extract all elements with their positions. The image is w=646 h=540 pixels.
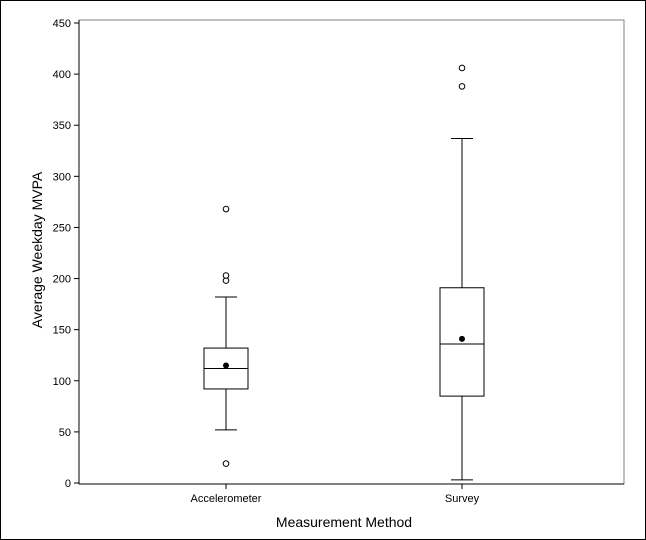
outlier-point — [222, 460, 230, 467]
y-axis-title: Average Weekday MVPA — [29, 171, 45, 328]
outlier-point — [458, 64, 466, 72]
y-tick-label: 250 — [53, 222, 71, 234]
y-tick-label: 300 — [53, 171, 71, 183]
box-accelerometer — [203, 205, 249, 467]
y-tick-label: 0 — [65, 478, 71, 490]
y-axis: 0 50 100 150 200 250 300 350 400 450 — [53, 18, 80, 490]
plot-area — [78, 19, 625, 485]
y-tick-label: 100 — [53, 376, 71, 388]
x-axis: Accelerometer Survey — [79, 483, 624, 505]
y-tick-label: 200 — [53, 274, 71, 286]
y-tick-label: 150 — [53, 325, 71, 337]
x-tick-label: Survey — [445, 493, 480, 505]
x-axis-title: Measurement Method — [276, 514, 412, 530]
mean-marker — [459, 335, 465, 342]
mean-marker — [223, 362, 229, 369]
iqr-box — [439, 287, 485, 397]
x-tick-label: Accelerometer — [191, 493, 262, 505]
outlier-point — [458, 83, 466, 90]
y-tick-label: 350 — [53, 120, 71, 132]
y-tick-label: 450 — [53, 18, 71, 30]
outlier-point — [222, 272, 230, 279]
box-series — [203, 64, 485, 481]
outlier-point — [222, 205, 230, 213]
box-survey — [439, 64, 485, 481]
y-tick-label: 400 — [53, 69, 71, 81]
y-tick-label: 50 — [59, 427, 71, 439]
